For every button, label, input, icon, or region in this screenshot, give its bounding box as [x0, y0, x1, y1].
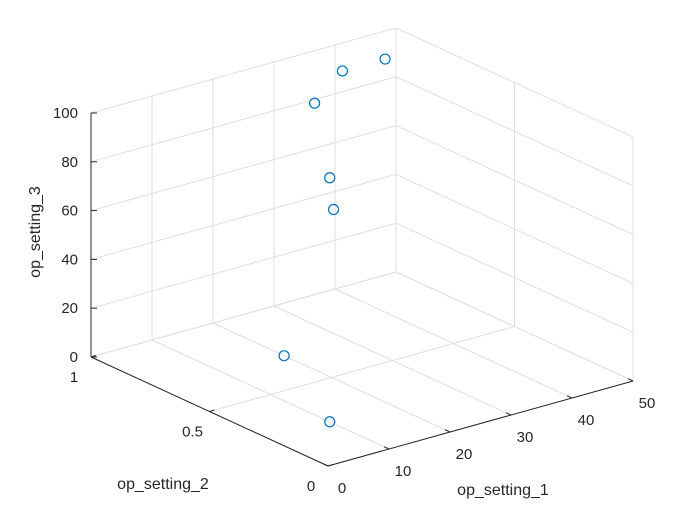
- z-axis-label: op_setting_3: [27, 186, 44, 278]
- x-tick-label: 50: [639, 395, 656, 412]
- x-tick-label: 0: [338, 480, 346, 497]
- z-tick-label: 100: [53, 105, 78, 122]
- grid-line-backy-z: [90, 271, 397, 358]
- y-tick-label: 1: [70, 369, 78, 386]
- grid-line-floor-y: [209, 326, 515, 412]
- z-tick-label: 20: [61, 300, 78, 317]
- data-point: [324, 416, 336, 428]
- grid-line-backy-z: [90, 27, 397, 114]
- data-point: [379, 53, 391, 65]
- grid-line-backx-z: [395, 222, 634, 333]
- x-tick-mark: [322, 463, 329, 467]
- data-point: [278, 350, 290, 362]
- x-tick-mark: [383, 446, 390, 450]
- data-point: [336, 65, 349, 77]
- y-tick-mark: [327, 464, 334, 467]
- grid-line-backy-z: [90, 125, 397, 212]
- y-axis-label: op_setting_2: [117, 476, 209, 493]
- x-tick-label: 20: [456, 446, 473, 463]
- z-tick-label: 0: [70, 349, 78, 366]
- y-tick-mark: [209, 409, 215, 412]
- grid-line-backx-z: [395, 173, 634, 284]
- grid-line-backx-z: [395, 76, 634, 187]
- grid-line-backy-z: [90, 173, 397, 260]
- x-tick-mark: [505, 412, 512, 416]
- grid-lines: [90, 27, 634, 467]
- x-tick-mark: [566, 395, 573, 399]
- data-points: [278, 53, 391, 428]
- grid-line-backy-z: [90, 76, 397, 163]
- x-tick-mark: [627, 378, 634, 382]
- x-tick-mark: [444, 429, 451, 433]
- grid-line-backx-z: [395, 27, 634, 138]
- grid-line-backx-z: [395, 271, 634, 382]
- x-axis-line: [327, 380, 634, 467]
- y-tick-label: 0.5: [182, 424, 203, 441]
- y-tick-label: 0: [307, 478, 315, 495]
- data-point: [327, 203, 340, 216]
- axis-lines: [90, 112, 634, 467]
- z-tick-label: 40: [61, 251, 78, 268]
- x-axis-label: op_setting_1: [457, 482, 549, 499]
- grid-line-backy-z: [90, 222, 397, 309]
- grid-line-backx-z: [395, 125, 634, 236]
- x-tick-label: 40: [578, 412, 595, 429]
- data-point: [324, 172, 336, 184]
- z-tick-label: 60: [61, 203, 78, 220]
- x-tick-label: 30: [517, 429, 534, 446]
- data-point: [309, 97, 321, 109]
- z-tick-label: 80: [61, 154, 78, 171]
- x-tick-label: 10: [395, 463, 412, 480]
